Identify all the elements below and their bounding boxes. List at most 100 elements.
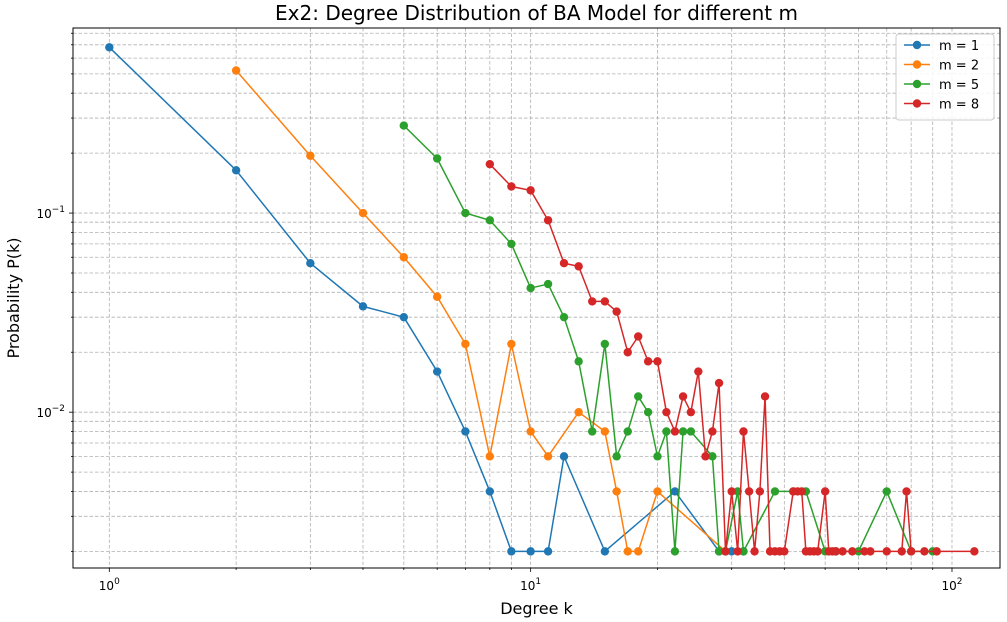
data-point: [507, 339, 516, 349]
data-point: [461, 208, 470, 218]
data-point: [897, 547, 906, 556]
data-point: [461, 427, 470, 436]
data-point: [399, 253, 409, 262]
data-point: [559, 259, 569, 268]
data-point: [708, 452, 717, 461]
y-tick-label: 10−1: [36, 205, 65, 221]
data-point: [612, 487, 621, 496]
data-point: [526, 283, 535, 293]
data-point: [653, 452, 662, 461]
data-point: [848, 547, 857, 556]
data-point: [543, 547, 553, 556]
data-point: [902, 487, 911, 496]
series-1: [105, 43, 748, 556]
legend-label: m = 5: [939, 78, 979, 93]
data-point: [750, 547, 759, 556]
data-point: [231, 66, 241, 75]
data-point: [507, 547, 516, 556]
data-point: [714, 378, 724, 388]
data-point: [694, 367, 703, 376]
data-point: [906, 547, 916, 556]
data-point: [485, 487, 495, 496]
data-point: [653, 487, 662, 496]
series-line: [403, 125, 933, 553]
legend-marker: [912, 79, 922, 89]
data-point: [733, 547, 742, 556]
data-point: [755, 487, 765, 496]
tick-layer: 100 101 102 10−2 10−1: [36, 32, 962, 593]
data-point: [543, 216, 553, 225]
data-point: [588, 297, 597, 306]
data-point: [574, 407, 583, 417]
data-point: [653, 357, 662, 366]
data-point: [574, 262, 583, 271]
grid-layer: [73, 28, 1000, 568]
data-point: [600, 427, 610, 436]
data-point: [701, 452, 710, 461]
data-point: [306, 151, 315, 160]
data-point: [588, 427, 597, 436]
data-point: [634, 547, 643, 556]
data-point: [543, 452, 553, 461]
data-point: [507, 239, 516, 249]
data-point: [432, 154, 442, 163]
data-point: [623, 547, 632, 556]
data-point: [727, 487, 736, 496]
data-point: [770, 487, 780, 496]
data-point: [600, 339, 610, 349]
data-point: [526, 186, 535, 195]
x-tick-label: 100: [99, 577, 120, 593]
x-tick-label: 101: [520, 577, 541, 593]
legend-marker: [912, 60, 922, 69]
data-point: [612, 452, 621, 461]
data-point: [739, 547, 748, 556]
data-point: [662, 407, 671, 417]
data-point: [780, 547, 789, 556]
data-point: [485, 159, 495, 169]
data-point: [744, 487, 754, 496]
data-point: [932, 547, 941, 556]
data-point: [662, 427, 671, 436]
data-point: [970, 547, 979, 556]
data-point: [866, 547, 875, 556]
y-axis-title: Probability P(k): [4, 237, 23, 358]
data-point: [708, 427, 717, 436]
data-point: [760, 392, 770, 401]
data-point: [623, 348, 632, 357]
data-point: [670, 487, 680, 496]
series-2: [231, 66, 730, 556]
data-point: [623, 427, 632, 436]
data-point: [526, 427, 535, 436]
chart-title: Ex2: Degree Distribution of BA Model for…: [275, 1, 798, 25]
data-point: [634, 392, 643, 401]
legend-label: m = 2: [939, 59, 979, 74]
data-point: [600, 547, 610, 556]
data-point: [432, 292, 442, 301]
series-line: [235, 70, 726, 553]
data-point: [399, 312, 409, 322]
data-point: [678, 392, 688, 401]
data-point: [820, 487, 830, 496]
y-tick-label: 10−2: [36, 404, 65, 420]
data-point: [600, 297, 610, 306]
data-point: [461, 339, 470, 349]
data-point: [574, 357, 583, 366]
data-point: [526, 547, 535, 556]
data-point: [670, 547, 680, 556]
series-4: [485, 159, 979, 556]
legend-marker: [912, 40, 922, 50]
legend-box: [895, 33, 995, 121]
data-point: [686, 407, 696, 417]
data-point: [432, 367, 442, 376]
data-point: [559, 452, 569, 461]
data-point: [797, 487, 806, 496]
data-point: [920, 547, 929, 556]
data-point: [882, 547, 891, 556]
data-point: [634, 332, 643, 341]
data-point: [882, 487, 891, 496]
data-point: [831, 547, 841, 556]
data-point: [306, 259, 315, 268]
legend-label: m = 8: [939, 98, 979, 113]
data-point: [721, 547, 730, 556]
